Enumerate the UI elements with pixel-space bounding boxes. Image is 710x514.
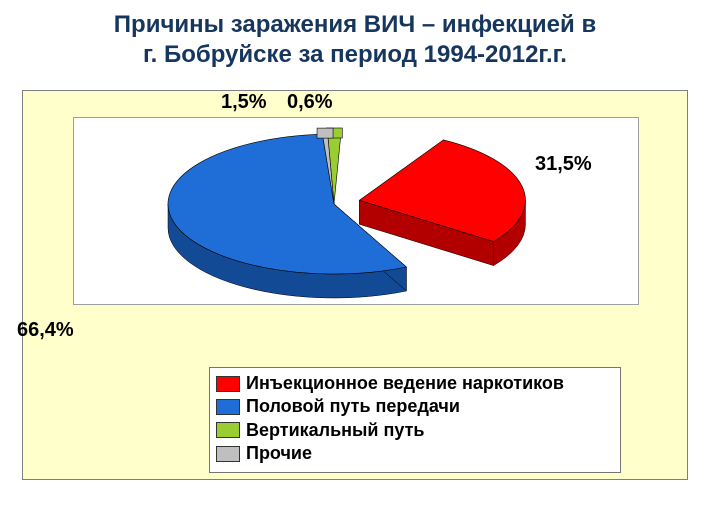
legend-swatch-icon [216, 446, 240, 462]
datalabel-slice-0: 31,5% [535, 153, 592, 176]
datalabel-slice-2: 1,5% [221, 91, 267, 114]
legend-label: Прочие [246, 442, 312, 465]
legend-swatch-icon [216, 422, 240, 438]
title-line-1: Причины заражения ВИЧ – инфекцией в [114, 11, 596, 38]
legend-swatch-icon [216, 399, 240, 415]
slide-title: Причины заражения ВИЧ – инфекцией в г. Б… [0, 0, 710, 76]
legend-item-3: Прочие [216, 442, 614, 465]
legend-label: Вертикальный путь [246, 419, 424, 442]
legend-item-0: Инъекционное ведение наркотиков [216, 372, 614, 395]
legend-label: Инъекционное ведение наркотиков [246, 372, 564, 395]
legend-item-1: Половой путь передачи [216, 395, 614, 418]
pie-3d-chart [74, 118, 638, 304]
datalabel-slice-3: 0,6% [287, 91, 333, 114]
datalabel-slice-1: 66,4% [17, 319, 74, 342]
legend-label: Половой путь передачи [246, 395, 460, 418]
chart-panel: 31,5% 66,4% 1,5% 0,6% Инъекционное веден… [22, 90, 688, 480]
legend-swatch-icon [216, 376, 240, 392]
legend-item-2: Вертикальный путь [216, 419, 614, 442]
chart-legend: Инъекционное ведение наркотиковПоловой п… [209, 367, 621, 473]
chart-plot-area [73, 117, 639, 305]
title-line-2: г. Бобруйске за период 1994-2012г.г. [143, 41, 567, 68]
